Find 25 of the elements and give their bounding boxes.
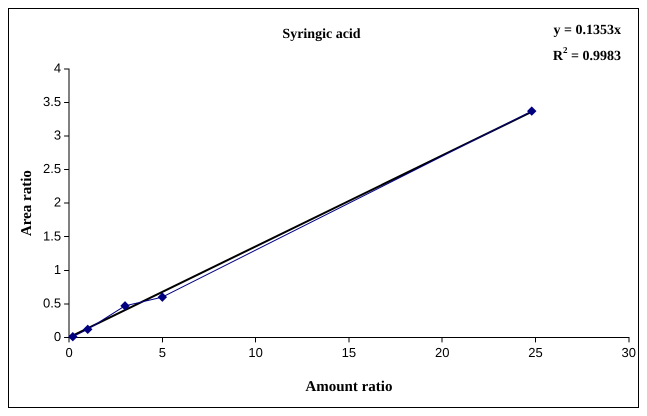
y-tick-label: 1.5 [42,228,62,244]
y-tick-label: 1 [54,262,62,277]
point [83,324,92,334]
x-tick-label: 25 [528,344,543,360]
x-tick-label: 10 [248,344,263,360]
x-tick-label: 0 [65,344,73,360]
y-tick-label: 3.5 [42,94,62,109]
point [120,301,130,310]
y-tick-label: 0 [54,328,62,344]
chart-title: Syringic acid [282,27,361,42]
y-tick-label: 2.5 [42,161,62,176]
text: y = 0.1353x [554,23,622,38]
x-tick-label: 5 [158,344,166,360]
y-tick-label: 0.5 [42,295,62,310]
x-tick-label: 30 [622,344,636,360]
point [158,292,167,302]
x-tick-label: 20 [434,344,450,360]
y-axis-title: Area ratio [18,170,35,236]
y-tick-label: 3 [54,128,62,143]
y-tick-label: 2 [54,194,62,210]
x-tick-label: 15 [342,344,356,360]
y-tick-label: 4 [54,60,62,76]
point [527,106,536,116]
x-axis-title: Amount ratio [305,378,392,395]
point [68,332,78,342]
